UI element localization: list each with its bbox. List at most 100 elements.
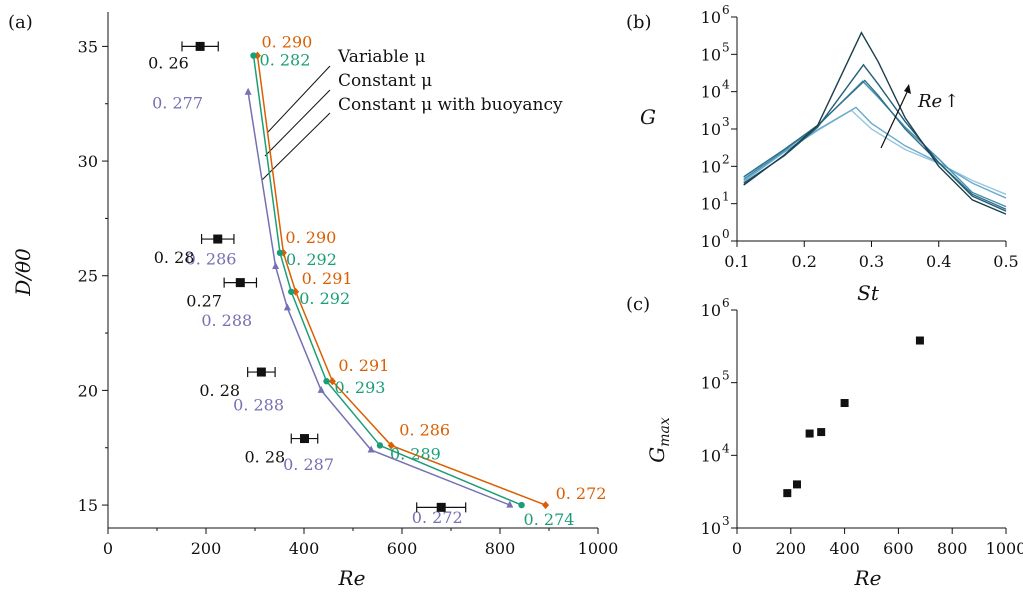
series-marker [376, 442, 384, 449]
panel-b-y-tick-label: 10 [701, 120, 721, 139]
series-marker [506, 500, 514, 508]
legend-leader-3 [261, 112, 331, 181]
panel-b-x-tick-label: 0.2 [792, 252, 817, 271]
series-marker [276, 249, 284, 256]
experiment-label: 0. 26 [148, 53, 189, 72]
panel-c-ylabel: Gmax [645, 417, 673, 463]
series-marker [288, 288, 295, 295]
panel-b-y-tick-exponent: 1 [722, 190, 730, 204]
gmax-sub: max [657, 417, 673, 447]
data-label: 0. 289 [390, 444, 441, 463]
data-label: 0. 282 [260, 51, 311, 70]
panel-c-y-tick-label: 10 [701, 519, 721, 538]
panel-b-x-tick-label: 0.5 [993, 252, 1018, 271]
data-label: 0. 288 [201, 311, 252, 330]
panel-a-axes: 0 200 400 600 800 1000 15 20 25 30 35 [78, 12, 618, 558]
legend-entry-constant-mu: Constant μ [338, 71, 432, 91]
panel-b-y-tick-label: 10 [701, 45, 721, 64]
series-marker [367, 445, 375, 453]
panel-c-label: (c) [626, 294, 650, 315]
panel-b-y-tick-label: 10 [701, 232, 721, 251]
gain-curve [743, 31, 1007, 215]
series-marker [272, 262, 280, 270]
panel-b-y-tick-exponent: 4 [722, 78, 730, 92]
panel-b-y-tick-exponent: 3 [722, 115, 730, 129]
data-label: 0. 272 [556, 484, 607, 503]
data-label: 0. 272 [412, 508, 463, 527]
gmax-point [792, 480, 801, 489]
experiment-marker [256, 367, 266, 377]
experiment-label: 0.27 [186, 292, 222, 311]
experiment-marker [235, 278, 245, 288]
series-line [256, 55, 546, 506]
experiment-label: 0. 28 [154, 248, 195, 267]
series-line [247, 92, 511, 506]
panel-b-y-tick-exponent: 5 [722, 40, 730, 54]
panel-a-x-tick-label: 400 [289, 539, 320, 558]
re-annotation-label: Re [917, 91, 942, 112]
panel-c-x-tick-label: 800 [937, 539, 968, 558]
gmax-point [840, 399, 849, 408]
panel-c-y-tick-label: 10 [701, 301, 721, 320]
gain-curve [743, 106, 1007, 199]
experiment-marker [436, 502, 446, 512]
panel-a-y-tick-label: 30 [78, 152, 98, 171]
series-marker [317, 385, 325, 393]
panel-c-x-tick-label: 200 [776, 539, 807, 558]
panel-a-xlabel: Re [338, 566, 366, 590]
panel-c-y-tick-exponent: 5 [722, 369, 730, 383]
panel-a-y-tick-label: 35 [78, 37, 98, 56]
panel-c-x-tick-label: 0 [732, 539, 742, 558]
gain-curve [743, 63, 1007, 212]
data-label: 0. 277 [152, 93, 203, 112]
legend-entry-variable-mu: Variable μ [337, 47, 425, 67]
gmax-point [915, 336, 924, 345]
re-annotation-arrow: ↑ [944, 91, 959, 112]
experiment-marker [299, 434, 309, 444]
data-label: 0. 290 [285, 228, 336, 247]
panel-b-x-tick-label: 0.1 [724, 252, 749, 271]
re-arrow-annotation: Re ↑ [880, 84, 959, 149]
series-marker [518, 501, 525, 509]
series-marker [244, 87, 252, 95]
data-label: 0. 292 [286, 250, 337, 269]
panel-c-x-tick-label: 400 [829, 539, 860, 558]
series-marker [387, 441, 395, 450]
gmax-point [783, 489, 792, 498]
panel-c-y-tick-label: 10 [701, 374, 721, 393]
panel-b-label: (b) [626, 12, 652, 33]
experiment-label: 0. 28 [199, 381, 240, 400]
gmax-g: G [645, 447, 669, 463]
panel-b-x-tick-label: 0.4 [926, 252, 951, 271]
panel-a-legend: Variable μ Constant μ Constant μ with bu… [261, 47, 563, 181]
panel-b-y-tick-label: 10 [701, 157, 721, 176]
panel-a-y-tick-label: 25 [78, 267, 98, 286]
re-arrow-head [904, 84, 911, 94]
panel-a-ylabel: D/θ0 [11, 248, 35, 297]
gmax-point [817, 428, 826, 437]
data-label: 0. 287 [283, 455, 334, 474]
series-marker [323, 378, 330, 385]
legend-entry-constant-mu-buoyancy: Constant μ with buoyancy [338, 95, 563, 115]
panel-a-x-tick-label: 0 [103, 539, 113, 558]
panel-c-y-tick-exponent: 6 [722, 296, 730, 310]
panel-a-x-tick-label: 800 [485, 539, 516, 558]
re-arrow-line [880, 87, 910, 149]
panel-c-y-tick-exponent: 4 [722, 441, 730, 455]
experiment-marker [213, 234, 223, 244]
series-marker [283, 303, 291, 311]
panel-b-x-tick-label: 0.3 [859, 252, 884, 271]
panel-b-y-tick-exponent: 2 [722, 152, 730, 166]
panel-b-y-tick-label: 10 [701, 8, 721, 27]
panel-a-label: (a) [8, 12, 33, 33]
data-label: 0. 288 [233, 395, 284, 414]
series-marker [328, 377, 336, 386]
series-line [252, 55, 522, 506]
panel-b-y-tick-label: 10 [701, 83, 721, 102]
series-marker [542, 501, 550, 510]
panel-c-y-tick-exponent: 3 [722, 514, 730, 528]
